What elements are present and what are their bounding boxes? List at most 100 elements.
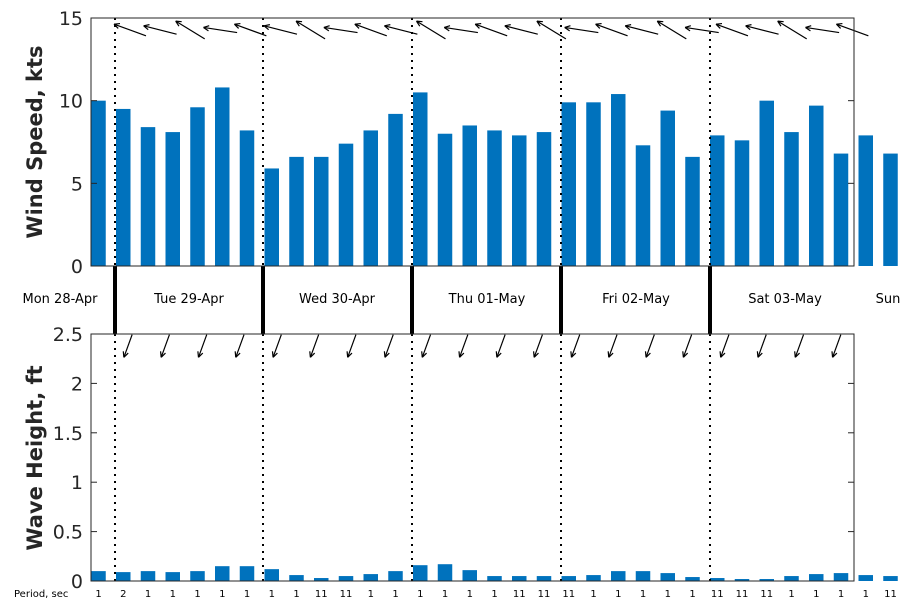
wave-arrow bbox=[794, 334, 805, 358]
period-value: 1 bbox=[219, 589, 225, 600]
wind-bar bbox=[858, 135, 873, 266]
wind-direction-arrows bbox=[113, 20, 869, 40]
wind-arrow bbox=[443, 25, 478, 34]
wind-arrow bbox=[416, 20, 446, 40]
wind-bar bbox=[413, 92, 428, 267]
period-value: 11 bbox=[340, 589, 353, 600]
period-value: 1 bbox=[838, 589, 844, 600]
wave-arrow bbox=[309, 334, 320, 358]
axes bbox=[90, 17, 855, 582]
wave-arrow bbox=[421, 334, 432, 358]
wind-arrow bbox=[263, 24, 298, 35]
wind-arrow bbox=[113, 22, 147, 37]
period-value: 1 bbox=[590, 589, 596, 600]
period-value: 1 bbox=[640, 589, 646, 600]
wave-bar bbox=[91, 571, 106, 581]
y-tick-label: 2 bbox=[71, 373, 83, 395]
period-value: 11 bbox=[562, 589, 575, 600]
wave-direction-arrows bbox=[122, 334, 842, 358]
wind-bar bbox=[437, 133, 453, 266]
wave-arrow bbox=[346, 334, 357, 358]
wind-bar bbox=[116, 108, 131, 266]
period-value: 1 bbox=[269, 589, 275, 600]
wave-bar bbox=[561, 576, 576, 581]
wave-bar bbox=[784, 576, 799, 581]
wave-bar bbox=[388, 571, 403, 581]
wind-bar bbox=[314, 156, 329, 266]
wind-arrow bbox=[354, 22, 387, 37]
period-value: 1 bbox=[491, 589, 497, 600]
wind-bar bbox=[487, 130, 502, 266]
wind-arrow bbox=[323, 25, 358, 34]
wave-bar bbox=[314, 578, 329, 581]
wave-arrow bbox=[122, 334, 133, 358]
wind-arrow bbox=[234, 22, 267, 37]
axis-ticks: 0 5 10 15 0 0.5 1 1.5 2 2.5 bbox=[53, 8, 854, 593]
period-value: 1 bbox=[689, 589, 695, 600]
wind-bar bbox=[264, 168, 279, 266]
wind-arrow bbox=[203, 25, 238, 34]
wave-bar bbox=[858, 575, 873, 581]
day-label: Fri 02-May bbox=[602, 292, 670, 307]
period-value: 1 bbox=[95, 589, 101, 600]
wind-bar bbox=[561, 102, 576, 266]
wind-arrow bbox=[745, 24, 779, 35]
day-label: Wed 30-Apr bbox=[299, 292, 376, 307]
wave-bar bbox=[289, 575, 304, 581]
period-value: 1 bbox=[863, 589, 869, 600]
wave-bar bbox=[363, 574, 378, 581]
wave-arrow bbox=[682, 334, 693, 358]
wave-bar bbox=[190, 571, 205, 581]
wave-bar bbox=[833, 573, 849, 581]
wind-bar bbox=[140, 127, 156, 267]
wave-bar bbox=[660, 573, 675, 581]
wave-arrow bbox=[831, 334, 842, 358]
wind-bar bbox=[338, 143, 354, 266]
wind-arrow bbox=[805, 25, 840, 34]
wave-arrow bbox=[719, 334, 730, 358]
period-value: 1 bbox=[788, 589, 794, 600]
wave-arrow bbox=[532, 334, 543, 358]
period-axis-label: Period, sec bbox=[14, 589, 68, 600]
wind-arrow bbox=[595, 22, 628, 37]
wave-bar bbox=[413, 565, 428, 581]
period-value: 1 bbox=[392, 589, 398, 600]
wind-bar bbox=[611, 94, 626, 266]
wind-bar bbox=[710, 135, 725, 266]
y-tick-label: 1.5 bbox=[53, 423, 83, 445]
wave-bar bbox=[165, 572, 180, 581]
wind-arrow bbox=[504, 24, 538, 35]
wind-bar bbox=[190, 107, 205, 266]
wave-bar bbox=[685, 577, 700, 581]
period-value: 11 bbox=[315, 589, 328, 600]
period-value: 1 bbox=[813, 589, 819, 600]
period-value: 11 bbox=[884, 589, 897, 600]
wave-arrow bbox=[458, 334, 469, 358]
period-value: 11 bbox=[513, 589, 526, 600]
y-tick-label: 0.5 bbox=[53, 522, 83, 544]
y-tick-label: 2.5 bbox=[53, 324, 83, 346]
period-value: 1 bbox=[417, 589, 423, 600]
wind-bar bbox=[239, 130, 255, 266]
wind-arrow bbox=[715, 22, 749, 37]
wind-arrow bbox=[474, 22, 508, 37]
wind-arrow bbox=[624, 24, 659, 35]
wind-bar bbox=[784, 132, 799, 266]
wave-arrow bbox=[644, 334, 655, 358]
wind-arrow bbox=[536, 20, 567, 40]
wave-bar bbox=[734, 579, 750, 581]
period-value: 1 bbox=[293, 589, 299, 600]
period-value: 1 bbox=[368, 589, 374, 600]
wave-bar bbox=[116, 572, 131, 581]
wind-speed-bars bbox=[91, 87, 898, 267]
wind-bar bbox=[734, 140, 750, 266]
day-labels: Mon 28-Apr Tue 29-Apr Wed 30-Apr Thu 01-May… bbox=[23, 292, 900, 307]
wind-arrow bbox=[175, 20, 206, 40]
wave-height-bars bbox=[91, 564, 898, 581]
period-value: 11 bbox=[736, 589, 749, 600]
period-value: 1 bbox=[615, 589, 621, 600]
wind-arrow bbox=[295, 20, 326, 40]
wave-bar bbox=[710, 578, 725, 581]
y-tick-label: 0 bbox=[71, 571, 83, 593]
y-tick-label: 0 bbox=[71, 256, 83, 278]
